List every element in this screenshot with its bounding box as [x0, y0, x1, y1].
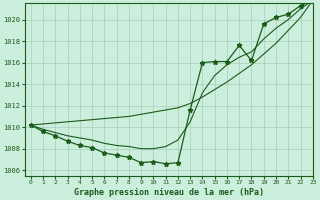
X-axis label: Graphe pression niveau de la mer (hPa): Graphe pression niveau de la mer (hPa): [74, 188, 264, 197]
